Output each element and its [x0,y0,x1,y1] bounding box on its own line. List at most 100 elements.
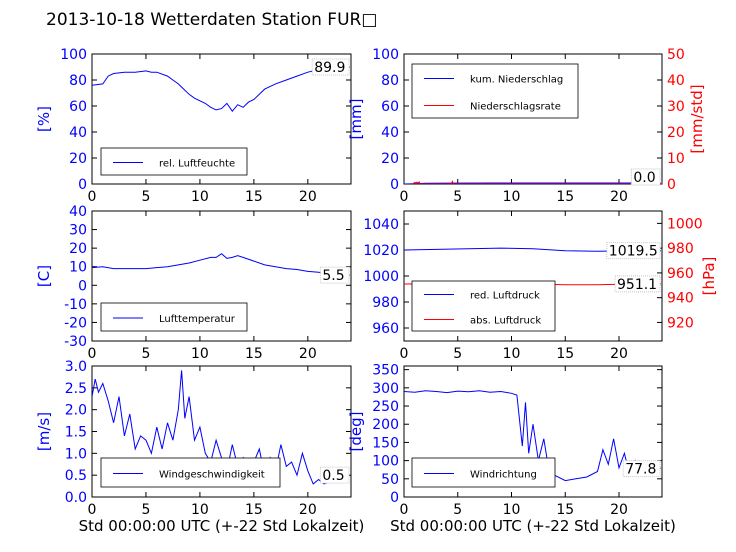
y-tick-label: 300 [372,381,399,397]
x-tick-label: 20 [299,189,317,205]
y-axis-label: [hPa] [700,257,718,296]
y-tick-label: 1.0 [65,446,87,462]
last-value-label: 77.8 [625,462,656,478]
last-value-label-box [622,460,661,478]
chart-panel-3: 0 5 10 15 20 -30 -20 -10 0 10 20 30 40 [C] 5.5 Lufttemp… [35,204,352,362]
y-tick-label: 1020 [363,243,399,259]
chart-panel-6: 0 5 10 15 20050100150200250300350[deg]77.8Wi… [347,363,676,535]
legend-entry: red. Luftdruck [470,291,540,302]
x-tick-label: 10 [503,189,521,205]
last-value-label-right: 951.1 [617,277,657,293]
series-line-2 [412,180,662,184]
legend-entry: Niederschlagsrate [470,102,561,113]
chart-panel-5: 0 5 10 15 20 0.0 0.5 1.0 1.5 2.0 2.5 3.0 [m/s] 0.5 Win… [35,359,364,535]
y-tick-label: 40 [381,125,399,141]
y-tick-label: 960 [372,321,399,337]
y-tick-label: 1000 [363,269,399,285]
y-tick-label: 350 [372,363,399,379]
series-line-1 [404,182,661,184]
legend-entry: kum. Niederschlag [470,75,563,86]
x-axis-label: Std 00:00:00 UTC (+-22 Std Lokalzeit) [79,517,365,535]
x-tick-label: 20 [610,189,628,205]
x-tick-label: 5 [141,346,150,362]
legend-box [411,63,579,119]
series-line-1 [92,253,350,276]
last-value-label: 89.9 [314,60,345,76]
x-tick-label: 10 [191,502,209,518]
last-value-label-right-box [630,168,661,186]
legend-box [411,280,556,332]
x-tick-label: 20 [299,346,317,362]
x-tick-label: 10 [191,189,209,205]
y-tick-label: 20 [381,151,399,167]
y-tick-label-right: 40 [667,73,685,89]
figure-title: 2013-10-18 Wetterdaten Station FUR□ [46,10,378,30]
last-value-label-box [319,266,350,284]
y-tick-label: 0 [390,490,399,506]
x-tick-label: 20 [610,346,628,362]
legend-entry: Lufttemperatur [159,314,236,325]
y-tick-label: 0.5 [65,468,87,484]
last-value-label: 1019.5 [609,244,658,260]
y-tick-label-right: 940 [667,291,694,307]
legend-box [100,147,248,176]
last-value-label-box [319,466,350,484]
x-tick-label: 0 [88,502,97,518]
last-value-label: 5.5 [322,268,344,284]
x-tick-label: 15 [556,502,574,518]
x-tick-label: 15 [245,502,263,518]
last-value-label-right-box [614,275,661,293]
x-tick-label: 5 [141,189,150,205]
last-value-label-right: 0.0 [633,170,655,186]
x-tick-label: 5 [453,502,462,518]
y-axis-label: [m/s] [35,412,53,451]
y-tick-label: -10 [64,297,87,313]
legend-box [100,302,248,332]
y-tick-label: 100 [372,454,399,470]
legend-entry: Windgeschwindigkeit [159,470,265,481]
y-tick-label: 40 [69,204,87,220]
x-tick-label: 20 [610,502,628,518]
x-tick-label: 20 [299,502,317,518]
x-tick-label: 15 [245,346,263,362]
x-tick-label: 10 [503,346,521,362]
last-value-label-box [606,242,661,260]
y-axis-label: [deg] [347,412,365,452]
x-tick-label: 0 [400,346,409,362]
x-tick-label: 15 [245,189,263,205]
y-tick-label: -30 [64,334,87,350]
x-tick-label: 10 [191,346,209,362]
x-tick-label: 5 [453,189,462,205]
legend-entry: abs. Luftdruck [470,316,541,327]
y-tick-label: 3.0 [65,359,87,375]
x-tick-label: 0 [400,502,409,518]
y-tick-label: 60 [69,99,87,115]
y-tick-label: 50 [381,472,399,488]
y-axis-label: [mm] [347,99,365,140]
x-tick-label: 5 [453,346,462,362]
y-tick-label: 0 [78,177,87,193]
y-tick-label: 100 [60,47,87,63]
y-tick-label-right: 30 [667,99,685,115]
y-tick-label: 2.5 [65,381,87,397]
series-line-1 [92,66,350,113]
chart-panel-1: 0 5 10 15 20 0 20 40 60 80 100 [%] 89.9 rel. Luftfeuc… [35,47,352,205]
y-tick-label-right: 0 [667,177,676,193]
y-tick-label-right: 20 [667,125,685,141]
y-tick-label: 0 [390,177,399,193]
x-tick-label: 0 [88,346,97,362]
y-tick-label: 1.5 [65,425,87,441]
x-tick-label: 5 [141,502,150,518]
y-tick-label: 20 [69,151,87,167]
x-tick-label: 0 [400,189,409,205]
y-tick-label: 200 [372,417,399,433]
y-tick-label: 80 [69,73,87,89]
legend-box [411,457,556,488]
chart-panel-2: 0 5 10 15 20 0 20 40 60 80 100 0 10 20 30 40 50 [mm] [mm/s… [347,47,706,205]
x-tick-label: 15 [556,189,574,205]
y-tick-label-right: 980 [667,241,694,257]
y-tick-label: 10 [69,260,87,276]
legend-entry: Windrichtung [470,470,537,481]
y-tick-label-right: 920 [667,315,694,331]
